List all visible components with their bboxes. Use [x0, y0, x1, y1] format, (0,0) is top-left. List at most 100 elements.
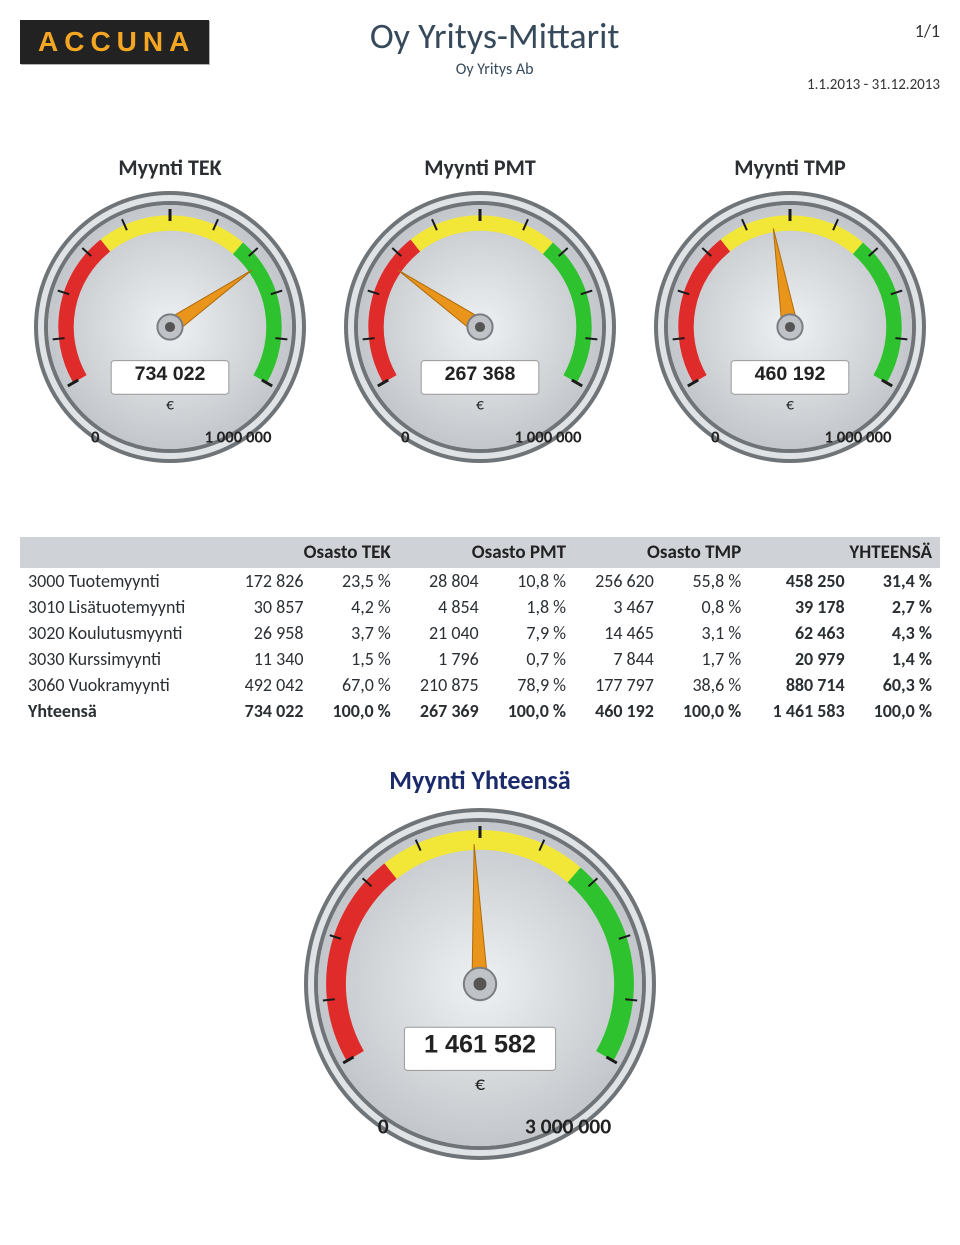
gauge-svg: 734 022 €0 1 000 000: [30, 187, 310, 467]
table-row: 3030 Kurssimyynti11 3401,5 %1 7960,7 %7 …: [20, 646, 940, 672]
title-block: Oy Yritys-Mittarit Oy Yritys Ab: [209, 14, 780, 79]
pmt-p: 100,0 %: [487, 698, 574, 724]
gauge-svg-big: 1 461 582 €0 3 000 000: [300, 804, 660, 1164]
sales-table: Osasto TEK Osasto PMT Osasto TMP YHTEENS…: [20, 537, 940, 724]
svg-text:0: 0: [401, 427, 410, 448]
tmp-p: 55,8 %: [662, 568, 749, 594]
row-label: 3020 Koulutusmyynti: [20, 620, 224, 646]
svg-text:460 192: 460 192: [755, 363, 826, 385]
tek-v: 26 958: [224, 620, 312, 646]
tek-v: 172 826: [224, 568, 312, 594]
date-range: 1.1.2013 - 31.12.2013: [780, 76, 940, 94]
tmp-p: 3,1 %: [662, 620, 749, 646]
tot-p: 60,3 %: [853, 672, 940, 698]
tek-p: 3,7 %: [311, 620, 398, 646]
pmt-p: 0,7 %: [487, 646, 574, 672]
svg-text:734 022: 734 022: [135, 363, 206, 385]
tek-p: 67,0 %: [311, 672, 398, 698]
tot-v: 458 250: [749, 568, 852, 594]
row-label: 3030 Kurssimyynti: [20, 646, 224, 672]
row-label: 3060 Vuokramyynti: [20, 672, 224, 698]
gauge-title: Myynti Yhteensä: [20, 764, 940, 796]
tmp-v: 177 797: [574, 672, 662, 698]
tek-v: 11 340: [224, 646, 312, 672]
svg-text:3 000 000: 3 000 000: [525, 1113, 611, 1140]
tot-v: 880 714: [749, 672, 852, 698]
tek-v: 734 022: [224, 698, 312, 724]
gauge-title: Myynti TEK: [30, 154, 310, 181]
pmt-p: 10,8 %: [487, 568, 574, 594]
tmp-p: 100,0 %: [662, 698, 749, 724]
tmp-v: 7 844: [574, 646, 662, 672]
gauge-total-wrap: Myynti Yhteensä 1 461 582 €0 3 000 000: [20, 764, 940, 1164]
svg-text:0: 0: [711, 427, 720, 448]
tmp-p: 1,7 %: [662, 646, 749, 672]
pmt-p: 1,8 %: [487, 594, 574, 620]
tmp-p: 0,8 %: [662, 594, 749, 620]
svg-text:€: €: [476, 396, 484, 415]
tot-p: 31,4 %: [853, 568, 940, 594]
table-row: 3020 Koulutusmyynti26 9583,7 %21 0407,9 …: [20, 620, 940, 646]
tmp-v: 14 465: [574, 620, 662, 646]
table-header-row: Osasto TEK Osasto PMT Osasto TMP YHTEENS…: [20, 537, 940, 568]
table-total-row: Yhteensä734 022100,0 %267 369100,0 %460 …: [20, 698, 940, 724]
svg-text:1 461 582: 1 461 582: [424, 1030, 536, 1058]
table-body: 3000 Tuotemyynti172 82623,5 %28 80410,8 …: [20, 568, 940, 724]
tot-p: 1,4 %: [853, 646, 940, 672]
svg-text:€: €: [166, 396, 174, 415]
col-pmt: Osasto PMT: [399, 537, 574, 568]
tmp-p: 38,6 %: [662, 672, 749, 698]
col-tmp: Osasto TMP: [574, 537, 749, 568]
header-meta: 1/1 1.1.2013 - 31.12.2013: [780, 20, 940, 94]
tek-p: 100,0 %: [311, 698, 398, 724]
pmt-p: 7,9 %: [487, 620, 574, 646]
tmp-v: 256 620: [574, 568, 662, 594]
page-indicator: 1/1: [780, 20, 940, 42]
tek-p: 23,5 %: [311, 568, 398, 594]
brand-logo: ACCUNA: [20, 20, 209, 64]
svg-text:0: 0: [378, 1113, 389, 1140]
report-subtitle: Oy Yritys Ab: [209, 60, 780, 79]
pmt-v: 210 875: [399, 672, 487, 698]
row-label: Yhteensä: [20, 698, 224, 724]
tek-p: 1,5 %: [311, 646, 398, 672]
gauge-title: Myynti TMP: [650, 154, 930, 181]
gauge-row-top: Myynti TEK 734 022€01 000 000 Myynti PMT…: [30, 154, 930, 467]
pmt-v: 1 796: [399, 646, 487, 672]
pmt-v: 21 040: [399, 620, 487, 646]
svg-text:1 000 000: 1 000 000: [514, 427, 582, 448]
svg-text:€: €: [786, 396, 794, 415]
tmp-v: 460 192: [574, 698, 662, 724]
pmt-v: 28 804: [399, 568, 487, 594]
table-row: 3000 Tuotemyynti172 82623,5 %28 80410,8 …: [20, 568, 940, 594]
tot-p: 100,0 %: [853, 698, 940, 724]
tek-v: 30 857: [224, 594, 312, 620]
report-title: Oy Yritys-Mittarit: [209, 14, 780, 58]
svg-text:1 000 000: 1 000 000: [824, 427, 892, 448]
tot-v: 62 463: [749, 620, 852, 646]
svg-text:267 368: 267 368: [445, 363, 516, 385]
gauge-pmt: Myynti PMT 267 368€01 000 000: [340, 154, 620, 467]
gauge-tmp: Myynti TMP 460 192 €0 1 000 000: [650, 154, 930, 467]
gauge-svg: 267 368 €0 1 000 000: [340, 187, 620, 467]
col-total: YHTEENSÄ: [749, 537, 940, 568]
row-label: 3000 Tuotemyynti: [20, 568, 224, 594]
pmt-p: 78,9 %: [487, 672, 574, 698]
row-label: 3010 Lisätuotemyynti: [20, 594, 224, 620]
gauge-tek: Myynti TEK 734 022 €0 1 000 000: [30, 154, 310, 467]
svg-text:0: 0: [91, 427, 100, 448]
tmp-v: 3 467: [574, 594, 662, 620]
tot-v: 20 979: [749, 646, 852, 672]
pmt-v: 267 369: [399, 698, 487, 724]
pmt-v: 4 854: [399, 594, 487, 620]
report-header: ACCUNA Oy Yritys-Mittarit Oy Yritys Ab 1…: [20, 20, 940, 94]
tot-p: 2,7 %: [853, 594, 940, 620]
gauge-svg: 460 192 €0 1 000 000: [650, 187, 930, 467]
table-row: 3060 Vuokramyynti492 04267,0 %210 87578,…: [20, 672, 940, 698]
tot-v: 1 461 583: [749, 698, 852, 724]
col-tek: Osasto TEK: [224, 537, 399, 568]
tot-v: 39 178: [749, 594, 852, 620]
svg-text:1 000 000: 1 000 000: [204, 427, 272, 448]
tek-v: 492 042: [224, 672, 312, 698]
svg-text:€: €: [475, 1072, 485, 1096]
